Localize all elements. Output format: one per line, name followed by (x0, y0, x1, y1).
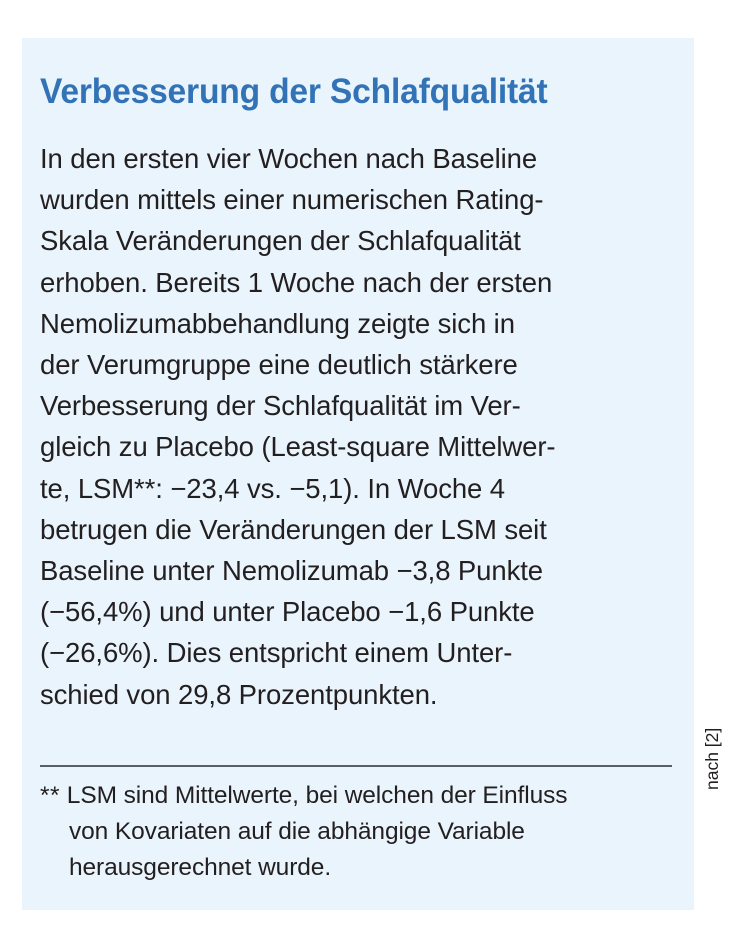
body-line: Verbesserung der Schlafqualität im Ver- (40, 390, 521, 422)
body-paragraph: In den ersten vier Wochen nach Baseline … (40, 138, 670, 715)
footnote: ** LSM sind Mittelwerte, bei welchen der… (40, 778, 676, 886)
body-line: te, LSM**: −23,4 vs. −5,1). In Woche 4 (40, 472, 505, 504)
body-line: In den ersten vier Wochen nach Baseline (40, 143, 538, 174)
footnote-line: von Kovariaten auf die abhängige Variabl… (69, 818, 525, 845)
body-line: wurden mittels einer numerischen Rating- (40, 184, 544, 216)
body-line: gleich zu Placebo (Least-square Mittelwe… (40, 431, 556, 463)
footnote-marker: ** (40, 782, 61, 809)
body-line: der Verumgruppe eine deutlich stärkere (40, 349, 518, 381)
footnote-line: ** LSM sind Mittelwerte, bei welchen der… (40, 778, 676, 814)
body-line: Skala Veränderungen der Schlafqualität (40, 225, 521, 257)
footnote-line: herausgerechnet wurde. (69, 854, 332, 881)
body-line: Baseline unter Nemolizumab −3,8 Punkte (40, 555, 543, 587)
body-line: (−26,6%). Dies entspricht einem Unter- (40, 637, 513, 669)
body-line: erhoben. Bereits 1 Woche nach der ersten (40, 266, 553, 298)
info-panel: Verbesserung der Schlafqualität In den e… (22, 38, 694, 910)
body-line: Nemolizumabbehandlung zeigte sich in (40, 307, 515, 339)
body-line: schied von 29,8 Prozentpunkten. (40, 678, 438, 710)
page-title: Verbesserung der Schlafqualität (40, 72, 548, 111)
body-line: (−56,4%) und unter Placebo −1,6 Punkte (40, 596, 535, 628)
footnote-text: LSM sind Mittelwerte, bei welchen der Ei… (66, 782, 568, 809)
footnote-divider (40, 765, 672, 767)
source-credit: nach [2] (702, 727, 722, 790)
body-line: betrugen die Veränderungen der LSM seit (40, 513, 547, 545)
